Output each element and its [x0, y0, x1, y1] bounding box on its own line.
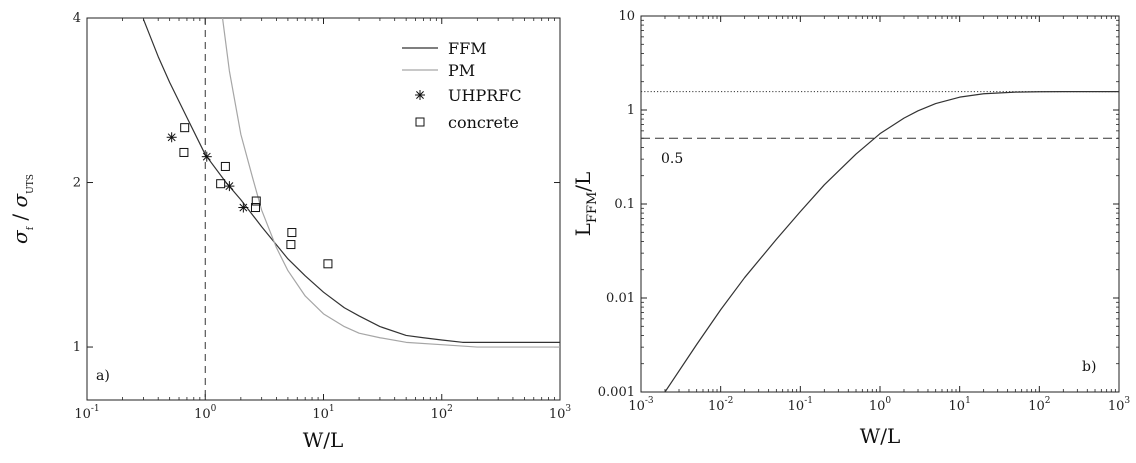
data-point-concrete: [251, 196, 261, 206]
x-tick-label: 10-1: [74, 404, 99, 422]
series-line-pm: [221, 18, 560, 348]
data-point-concrete: [216, 179, 226, 189]
y-tick-label: 1: [627, 103, 635, 118]
data-point-uhprfc: [201, 151, 212, 162]
y-tick-label: 1: [73, 340, 81, 355]
data-point-concrete: [323, 259, 333, 269]
y-tick-label: 10: [618, 9, 635, 24]
x-tick-label: 100: [194, 404, 217, 422]
panel-a-tag: a): [96, 368, 110, 384]
y-tick-label: 0.01: [606, 291, 635, 306]
legend-label-pm: PM: [448, 61, 475, 80]
x-tick-label: 101: [949, 396, 971, 414]
y-tick-label: 0.1: [614, 197, 635, 212]
x-tick-label: 103: [1108, 396, 1131, 414]
data-point-concrete: [287, 228, 297, 238]
legend-label-uhprfc: UHPRFC: [448, 86, 522, 105]
data-point-uhprfc: [238, 202, 249, 213]
legend-marker-uhprfc: [415, 90, 425, 100]
data-point-concrete: [220, 161, 230, 171]
panel-b: 10-3 10-2 10-1 100 101 102 103 0.001 0.01 0.1 1 10: [598, 9, 1131, 414]
series-line-ffm: [142, 18, 560, 343]
panel-b-tag: b): [1082, 359, 1096, 375]
data-point-uhprfc: [166, 132, 177, 143]
series-line-series-0: [664, 90, 1119, 392]
x-tick-label: 100: [869, 396, 892, 414]
data-point-uhprfc: [224, 181, 235, 192]
data-point-concrete: [180, 123, 190, 133]
data-point-concrete: [250, 203, 260, 213]
legend-label-ffm: FFM: [448, 39, 487, 58]
legend-label-concrete: concrete: [448, 113, 519, 132]
x-tick-label: 103: [549, 404, 572, 422]
panel-a-ylabel: σf / σUTS: [8, 174, 36, 244]
x-tick-label: 10-3: [628, 396, 654, 414]
x-tick-label: 102: [431, 404, 453, 422]
legend-marker-concrete: [415, 117, 425, 127]
y-tick-label: 0.001: [598, 385, 635, 400]
y-tick-label: 4: [73, 11, 81, 26]
data-point-concrete: [286, 240, 296, 250]
data-point-concrete: [179, 147, 189, 157]
x-tick-label: 102: [1028, 396, 1050, 414]
x-tick-label: 10-2: [708, 396, 733, 414]
panel-b-annotation: 0.5: [661, 151, 683, 167]
panel-b-ylabel: LFFM/L: [571, 172, 600, 237]
x-tick-label: 101: [312, 404, 334, 422]
panel-a: 10-1 100 101 102 103 1 2 4: [73, 11, 572, 422]
panel-b-frame: [640, 15, 1120, 393]
x-tick-label: 10-1: [788, 396, 813, 414]
y-tick-label: 2: [73, 176, 81, 191]
panel-b-xlabel: W/L: [860, 424, 901, 448]
legend: FFM PM UHPRFC concrete: [402, 39, 522, 132]
panel-a-xlabel: W/L: [303, 428, 344, 452]
